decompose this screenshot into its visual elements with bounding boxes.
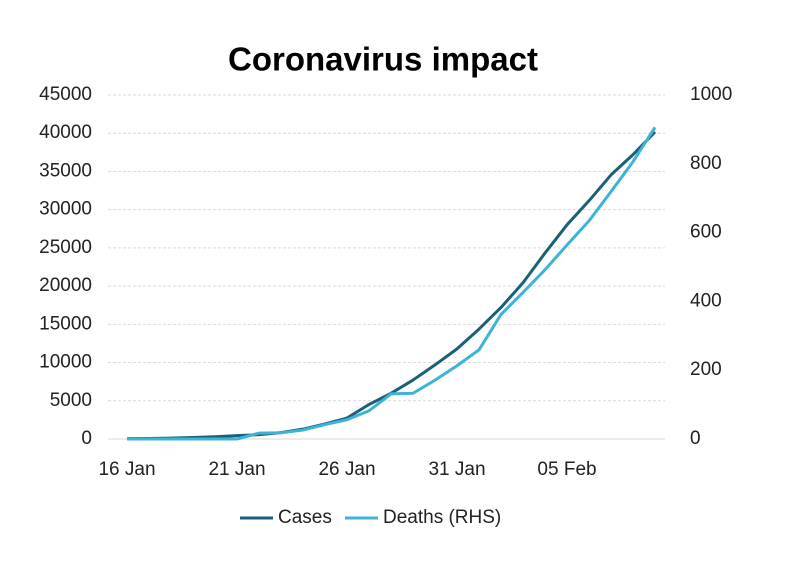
y-tick-label: 20000 [39,275,92,296]
y-tick-label: 0 [81,428,92,449]
x-tick-label: 16 Jan [98,459,155,480]
y-tick-label: 5000 [50,390,92,411]
y-tick-label: 15000 [39,313,92,334]
x-tick-label: 26 Jan [318,459,375,480]
y2-tick-label: 200 [690,359,722,380]
legend-label: Deaths (RHS) [383,507,501,528]
y2-tick-label: 800 [690,153,722,174]
y2-tick-label: 600 [690,222,722,243]
chart-title: Coronavirus impact [228,41,538,78]
y2-tick-label: 400 [690,290,722,311]
legend-label: Cases [278,507,332,528]
x-tick-label: 31 Jan [428,459,485,480]
y-tick-label: 40000 [39,122,92,143]
y2-tick-label: 0 [690,428,701,449]
x-tick-label: 21 Jan [208,459,265,480]
y-tick-label: 45000 [39,84,92,105]
y-tick-label: 30000 [39,199,92,220]
y-tick-label: 10000 [39,352,92,373]
x-tick-label: 05 Feb [537,459,596,480]
y2-tick-label: 1000 [690,84,732,105]
y-tick-label: 35000 [39,160,92,181]
series-line [127,126,657,441]
y-tick-label: 25000 [39,237,92,258]
